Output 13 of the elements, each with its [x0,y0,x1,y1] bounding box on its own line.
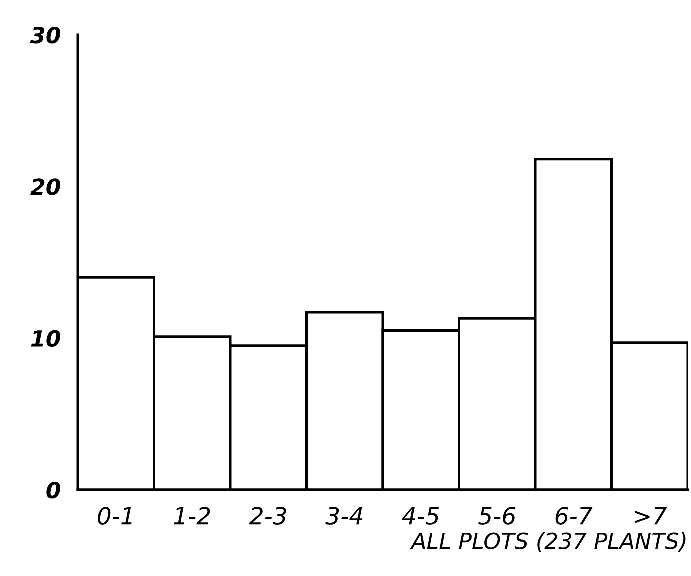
x-tick-label: 6-7 [556,507,593,525]
y-tick-label: 30 [30,26,61,44]
x-tick-label: 3-4 [326,507,362,525]
x-tick-label: 5-6 [478,507,516,525]
x-tick-label: 4-5 [402,507,440,525]
y-tick-label: 20 [30,178,61,196]
x-axis-title: ALL PLOTS (237 PLANTS) [410,532,686,552]
x-tick-label: 0-1 [98,507,132,525]
y-tick-label: 10 [31,330,61,348]
x-tick-label: 1-2 [174,507,210,525]
x-tick-label: 2-3 [249,507,286,525]
x-tick-label: >7 [634,507,668,525]
y-tick-label: 0 [46,482,61,499]
